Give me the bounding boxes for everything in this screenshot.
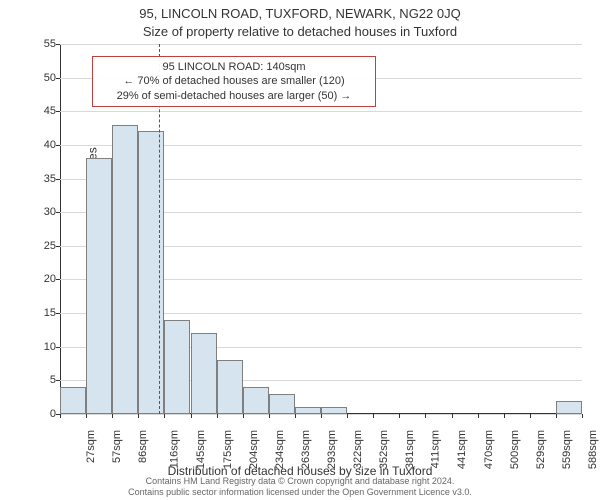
xtick-label: 293sqm bbox=[326, 430, 338, 469]
xtick-mark bbox=[295, 414, 296, 418]
annotation-line2: ← 70% of detached houses are smaller (12… bbox=[99, 74, 369, 88]
ytick-label: 35 bbox=[26, 173, 56, 185]
xtick-label: 529sqm bbox=[535, 430, 547, 469]
histogram-bar bbox=[112, 125, 138, 414]
ytick-label: 10 bbox=[26, 341, 56, 353]
histogram-bar bbox=[191, 333, 217, 414]
annotation-box: 95 LINCOLN ROAD: 140sqm ← 70% of detache… bbox=[92, 56, 376, 107]
histogram-bar bbox=[321, 407, 347, 414]
xtick-mark bbox=[164, 414, 165, 418]
chart-container: 95, LINCOLN ROAD, TUXFORD, NEWARK, NG22 … bbox=[0, 0, 600, 500]
ytick-mark bbox=[56, 380, 60, 381]
histogram-bar bbox=[164, 320, 190, 414]
xtick-label: 263sqm bbox=[300, 430, 312, 469]
histogram-bar bbox=[86, 158, 112, 414]
xtick-mark bbox=[347, 414, 348, 418]
ytick-mark bbox=[56, 44, 60, 45]
xtick-label: 588sqm bbox=[587, 430, 599, 469]
ytick-label: 5 bbox=[26, 374, 56, 386]
xtick-mark bbox=[556, 414, 557, 418]
xtick-mark bbox=[60, 414, 61, 418]
xtick-mark bbox=[530, 414, 531, 418]
ytick-label: 20 bbox=[26, 273, 56, 285]
xtick-mark bbox=[373, 414, 374, 418]
xtick-mark bbox=[321, 414, 322, 418]
ytick-mark bbox=[56, 145, 60, 146]
histogram-bar bbox=[138, 131, 164, 414]
xtick-label: 57sqm bbox=[111, 430, 123, 463]
xtick-mark bbox=[399, 414, 400, 418]
footer-line1: Contains HM Land Registry data © Crown c… bbox=[0, 476, 600, 487]
xtick-label: 145sqm bbox=[196, 430, 208, 469]
xtick-label: 204sqm bbox=[248, 430, 260, 469]
histogram-bar bbox=[556, 401, 582, 414]
footer: Contains HM Land Registry data © Crown c… bbox=[0, 476, 600, 498]
ytick-mark bbox=[56, 313, 60, 314]
xtick-label: 234sqm bbox=[274, 430, 286, 469]
xtick-mark bbox=[191, 414, 192, 418]
ytick-label: 55 bbox=[26, 38, 56, 50]
xtick-label: 500sqm bbox=[509, 430, 521, 469]
ytick-label: 50 bbox=[26, 72, 56, 84]
xtick-mark bbox=[112, 414, 113, 418]
ytick-label: 30 bbox=[26, 206, 56, 218]
histogram-bar bbox=[60, 387, 86, 414]
xtick-label: 86sqm bbox=[137, 430, 149, 463]
xtick-mark bbox=[478, 414, 479, 418]
ytick-mark bbox=[56, 347, 60, 348]
xtick-mark bbox=[86, 414, 87, 418]
y-axis-line bbox=[60, 44, 61, 414]
xtick-label: 559sqm bbox=[561, 430, 573, 469]
xtick-label: 116sqm bbox=[169, 430, 181, 468]
xtick-mark bbox=[425, 414, 426, 418]
xtick-mark bbox=[217, 414, 218, 418]
chart-title-sub: Size of property relative to detached ho… bbox=[0, 24, 600, 39]
ytick-mark bbox=[56, 279, 60, 280]
ytick-mark bbox=[56, 111, 60, 112]
xtick-label: 381sqm bbox=[404, 430, 416, 469]
grid-line bbox=[60, 111, 582, 112]
chart-title-main: 95, LINCOLN ROAD, TUXFORD, NEWARK, NG22 … bbox=[0, 6, 600, 21]
ytick-label: 45 bbox=[26, 105, 56, 117]
histogram-bar bbox=[295, 407, 321, 414]
xtick-label: 470sqm bbox=[483, 430, 495, 469]
ytick-label: 0 bbox=[26, 408, 56, 420]
xtick-mark bbox=[269, 414, 270, 418]
ytick-mark bbox=[56, 179, 60, 180]
xtick-label: 411sqm bbox=[430, 430, 442, 468]
grid-line bbox=[60, 44, 582, 45]
xtick-mark bbox=[243, 414, 244, 418]
xtick-label: 27sqm bbox=[85, 430, 97, 463]
histogram-bar bbox=[217, 360, 243, 414]
xtick-mark bbox=[452, 414, 453, 418]
ytick-mark bbox=[56, 212, 60, 213]
xtick-label: 175sqm bbox=[222, 430, 234, 469]
xtick-mark bbox=[582, 414, 583, 418]
xtick-mark bbox=[504, 414, 505, 418]
ytick-label: 40 bbox=[26, 139, 56, 151]
annotation-line3: 29% of semi-detached houses are larger (… bbox=[99, 89, 369, 103]
ytick-mark bbox=[56, 246, 60, 247]
xtick-mark bbox=[138, 414, 139, 418]
xtick-label: 352sqm bbox=[378, 430, 390, 469]
annotation-line1: 95 LINCOLN ROAD: 140sqm bbox=[99, 60, 369, 74]
histogram-bar bbox=[269, 394, 295, 414]
xtick-label: 441sqm bbox=[457, 430, 469, 469]
xtick-label: 322sqm bbox=[352, 430, 364, 469]
ytick-label: 15 bbox=[26, 307, 56, 319]
histogram-bar bbox=[243, 387, 269, 414]
ytick-mark bbox=[56, 78, 60, 79]
ytick-label: 25 bbox=[26, 240, 56, 252]
footer-line2: Contains public sector information licen… bbox=[0, 487, 600, 498]
